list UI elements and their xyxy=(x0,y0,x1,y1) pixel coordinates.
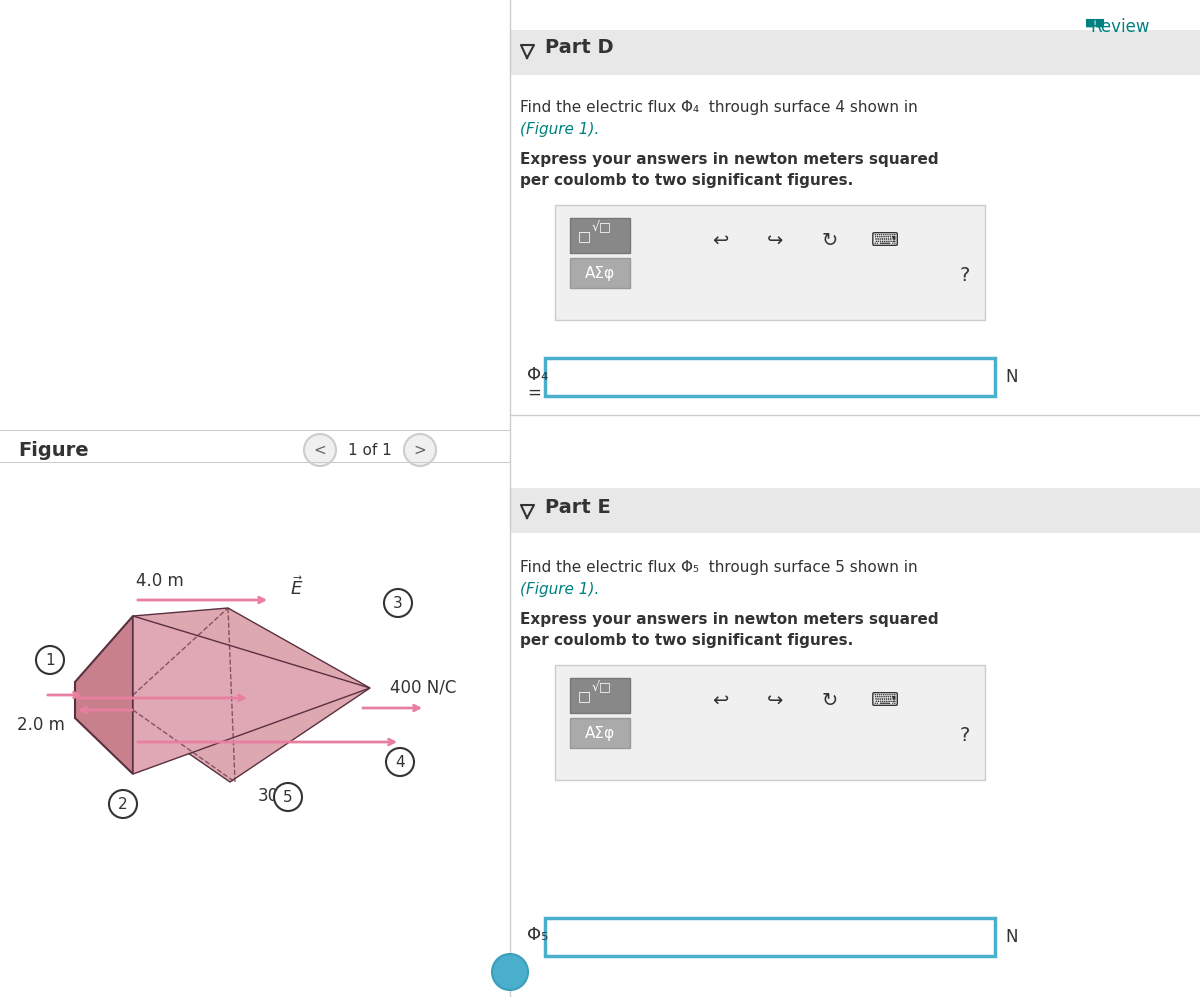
Text: Find the electric flux Φ₄  through surface 4 shown in: Find the electric flux Φ₄ through surfac… xyxy=(520,100,918,115)
Text: Part D: Part D xyxy=(545,38,613,57)
Circle shape xyxy=(109,790,137,818)
FancyBboxPatch shape xyxy=(510,75,1200,485)
Text: Figure: Figure xyxy=(18,441,89,460)
Text: ⌨: ⌨ xyxy=(871,230,899,249)
Circle shape xyxy=(386,748,414,776)
Text: Review: Review xyxy=(1091,18,1150,36)
FancyBboxPatch shape xyxy=(510,30,1200,75)
Text: =: = xyxy=(527,384,541,402)
Text: ?: ? xyxy=(960,265,970,284)
FancyBboxPatch shape xyxy=(510,533,1200,997)
Circle shape xyxy=(384,589,412,617)
Text: ⌨: ⌨ xyxy=(871,691,899,710)
FancyBboxPatch shape xyxy=(510,488,1200,533)
Text: 400 N/C: 400 N/C xyxy=(390,678,456,696)
FancyBboxPatch shape xyxy=(545,358,995,396)
Text: √□: √□ xyxy=(592,221,612,234)
Text: ↪: ↪ xyxy=(767,691,784,710)
Polygon shape xyxy=(133,608,370,688)
FancyBboxPatch shape xyxy=(545,918,995,956)
Text: (Figure 1).: (Figure 1). xyxy=(520,582,599,597)
Text: ↻: ↻ xyxy=(822,691,838,710)
FancyBboxPatch shape xyxy=(554,205,985,320)
Text: 30°: 30° xyxy=(258,787,288,805)
Text: Express your answers in newton meters squared
per coulomb to two significant fig: Express your answers in newton meters sq… xyxy=(520,612,938,648)
Text: Express your answers in newton meters squared
per coulomb to two significant fig: Express your answers in newton meters sq… xyxy=(520,152,938,188)
FancyBboxPatch shape xyxy=(570,218,630,253)
Text: □: □ xyxy=(578,229,592,243)
Text: 4: 4 xyxy=(395,755,404,770)
Text: $\vec{E}$: $\vec{E}$ xyxy=(290,576,304,599)
Text: AΣφ: AΣφ xyxy=(584,265,616,280)
FancyBboxPatch shape xyxy=(0,430,510,431)
Text: ↪: ↪ xyxy=(767,230,784,249)
Text: Φ₅: Φ₅ xyxy=(527,926,548,944)
Circle shape xyxy=(36,646,64,674)
Text: 4.0 m: 4.0 m xyxy=(136,572,184,590)
Text: (Figure 1).: (Figure 1). xyxy=(520,122,599,137)
FancyBboxPatch shape xyxy=(0,462,510,463)
Text: √□: √□ xyxy=(592,682,612,695)
FancyBboxPatch shape xyxy=(570,258,630,288)
Text: Part E: Part E xyxy=(545,498,611,517)
Text: □: □ xyxy=(578,689,592,703)
Text: ?: ? xyxy=(960,726,970,745)
Text: 5: 5 xyxy=(283,790,293,805)
FancyBboxPatch shape xyxy=(510,0,1200,997)
Text: Find the electric flux Φ₅  through surface 5 shown in: Find the electric flux Φ₅ through surfac… xyxy=(520,560,918,575)
Text: 1: 1 xyxy=(46,652,55,668)
Text: ↻: ↻ xyxy=(822,230,838,249)
Circle shape xyxy=(404,434,436,466)
Text: >: > xyxy=(414,443,426,458)
FancyBboxPatch shape xyxy=(570,718,630,748)
Text: Φ₄: Φ₄ xyxy=(527,366,548,384)
Polygon shape xyxy=(74,616,133,774)
Text: N: N xyxy=(1006,368,1018,386)
Circle shape xyxy=(274,783,302,811)
Polygon shape xyxy=(133,616,370,774)
Circle shape xyxy=(492,954,528,990)
FancyBboxPatch shape xyxy=(0,0,510,997)
Circle shape xyxy=(304,434,336,466)
FancyBboxPatch shape xyxy=(570,678,630,713)
Text: 1 of 1: 1 of 1 xyxy=(348,443,392,458)
Text: 3: 3 xyxy=(394,595,403,610)
FancyBboxPatch shape xyxy=(554,665,985,780)
Text: ↩: ↩ xyxy=(712,691,728,710)
Text: ■■: ■■ xyxy=(1085,18,1106,28)
Text: <: < xyxy=(313,443,326,458)
Text: AΣφ: AΣφ xyxy=(584,726,616,741)
Polygon shape xyxy=(133,688,370,782)
Text: 2.0 m: 2.0 m xyxy=(17,716,65,734)
Text: ↩: ↩ xyxy=(712,230,728,249)
Text: 2: 2 xyxy=(118,797,128,812)
Text: N: N xyxy=(1006,928,1018,946)
